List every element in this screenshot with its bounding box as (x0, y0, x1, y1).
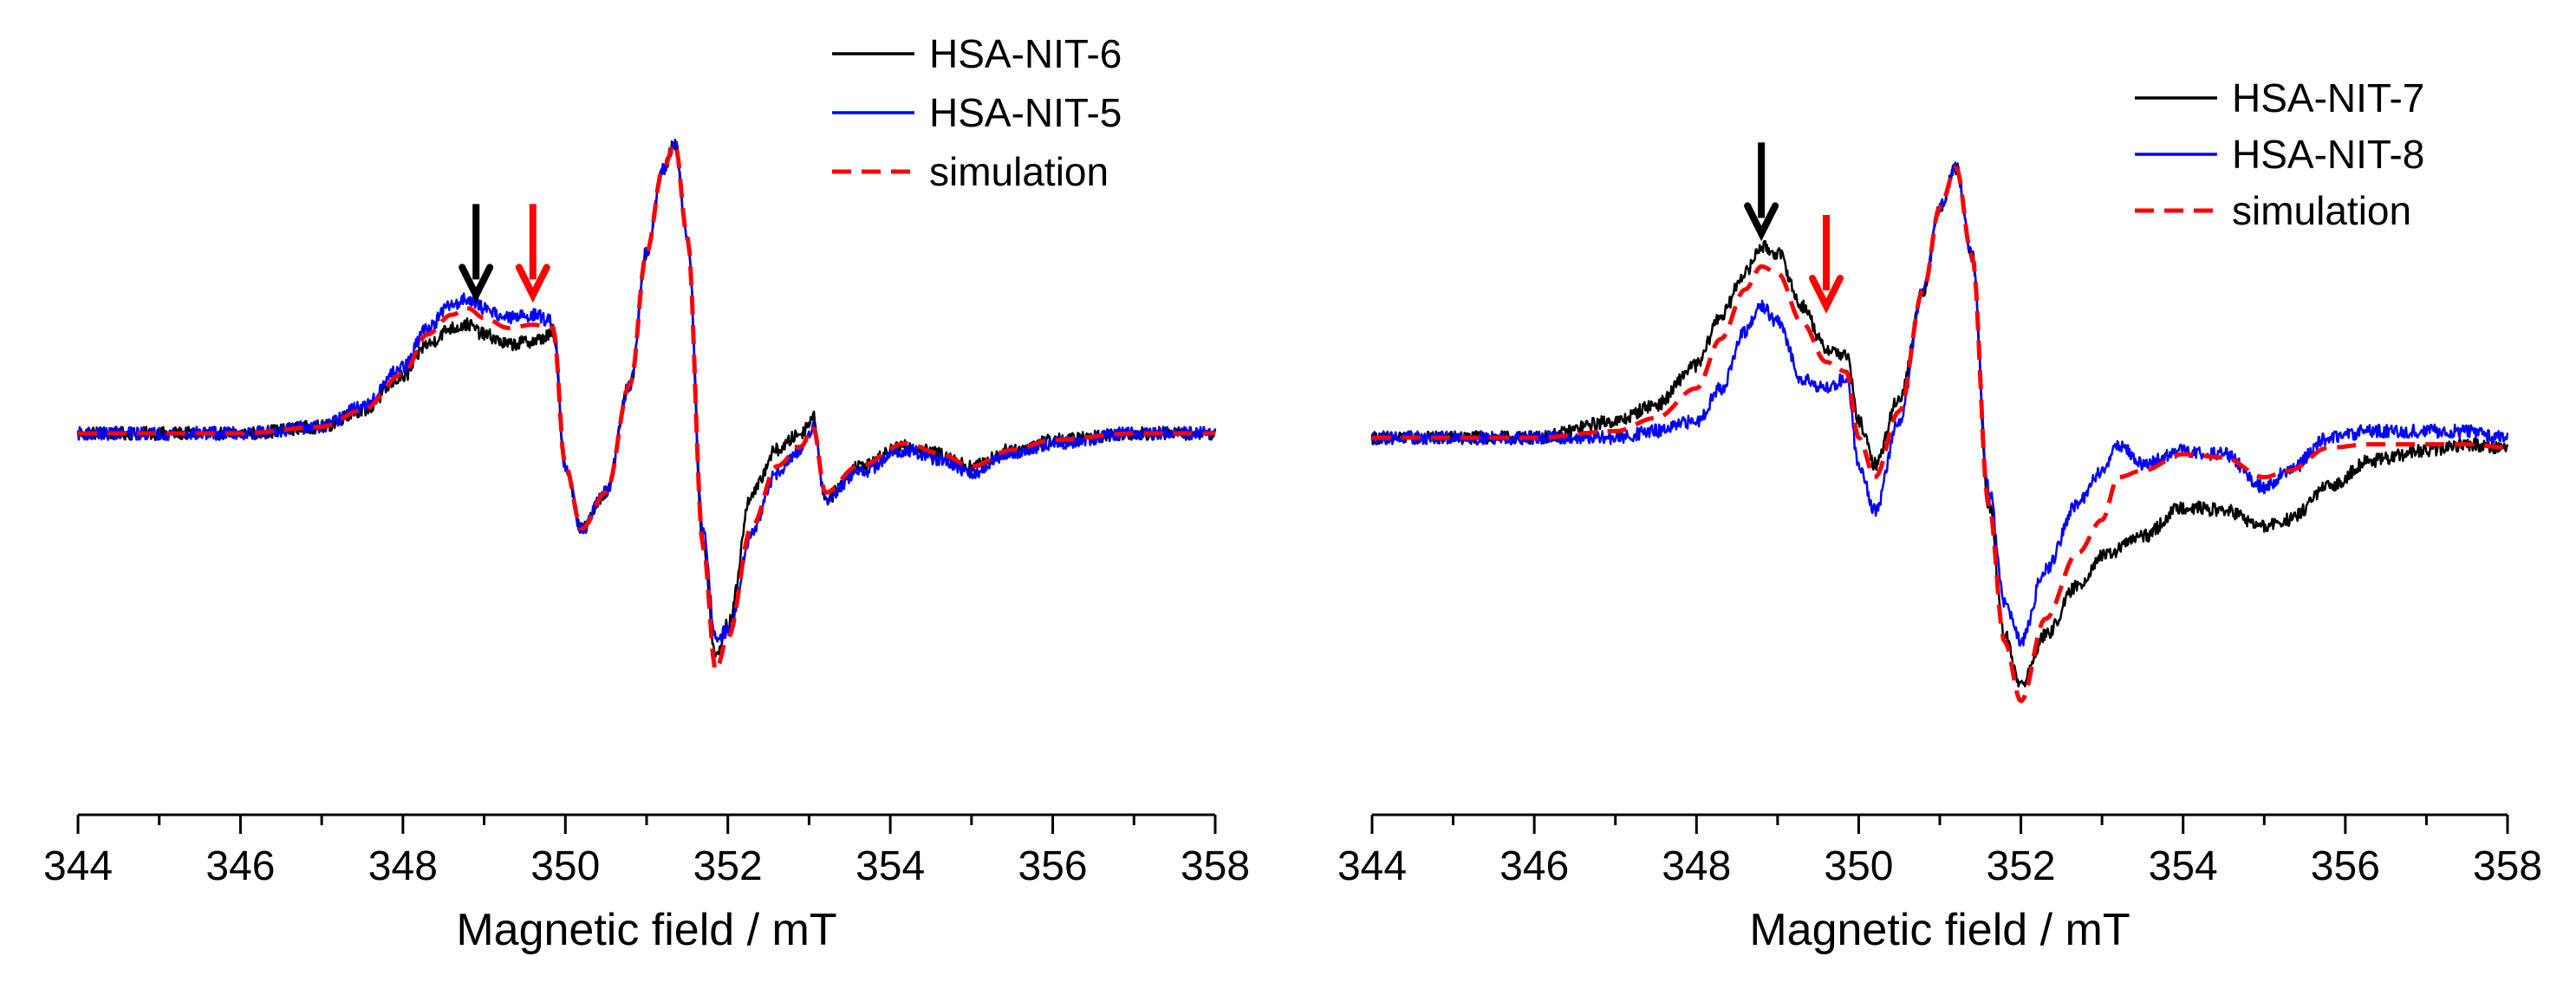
x-tick-label: 344 (1337, 843, 1407, 889)
legend-label: HSA-NIT-7 (2232, 75, 2424, 120)
x-axis-title: Magnetic field / mT (456, 905, 836, 955)
x-tick-label: 346 (205, 843, 275, 889)
series-line-hsa-nit-6 (76, 140, 1216, 659)
x-tick-label: 348 (368, 843, 438, 889)
x-tick-label: 354 (2149, 843, 2218, 889)
x-tick-label: 358 (1181, 843, 1250, 889)
x-tick-label: 356 (2311, 843, 2380, 889)
x-tick-label: 350 (1824, 843, 1893, 889)
x-tick-label: 344 (43, 843, 113, 889)
series-line-hsa-nit-5 (76, 138, 1217, 643)
arrow-head (515, 264, 550, 303)
legend-label: HSA-NIT-8 (2232, 132, 2424, 177)
x-tick-label: 350 (530, 843, 600, 889)
x-axis-title: Magnetic field / mT (1749, 905, 2130, 955)
x-tick-label: 352 (1987, 843, 2056, 889)
x-tick-label: 352 (693, 843, 763, 889)
arrow-head (1809, 275, 1844, 314)
x-tick-label: 358 (2473, 843, 2542, 889)
x-tick-label: 356 (1018, 843, 1088, 889)
x-tick-label: 354 (855, 843, 925, 889)
legend-label: HSA-NIT-5 (929, 90, 1122, 135)
legend-label: HSA-NIT-6 (929, 31, 1122, 76)
legend-label: simulation (929, 149, 1109, 194)
legend-label: simulation (2232, 188, 2411, 233)
series-line-simulation (78, 141, 1215, 672)
left-panel: 344 346 348 350 352 354 356 358 Magnetic field /… (43, 31, 1250, 955)
x-tick-label: 346 (1499, 843, 1569, 889)
arrow-head (459, 264, 494, 303)
x-tick-label: 348 (1662, 843, 1731, 889)
series-line-hsa-nit-8 (1371, 161, 2509, 647)
series-line-simulation (1372, 165, 2508, 704)
series-line-hsa-nit-7 (1370, 162, 2509, 688)
arrow-head (1744, 202, 1779, 242)
right-panel: 344 346 348 350 352 354 356 358 Magnetic field /… (1337, 75, 2542, 955)
